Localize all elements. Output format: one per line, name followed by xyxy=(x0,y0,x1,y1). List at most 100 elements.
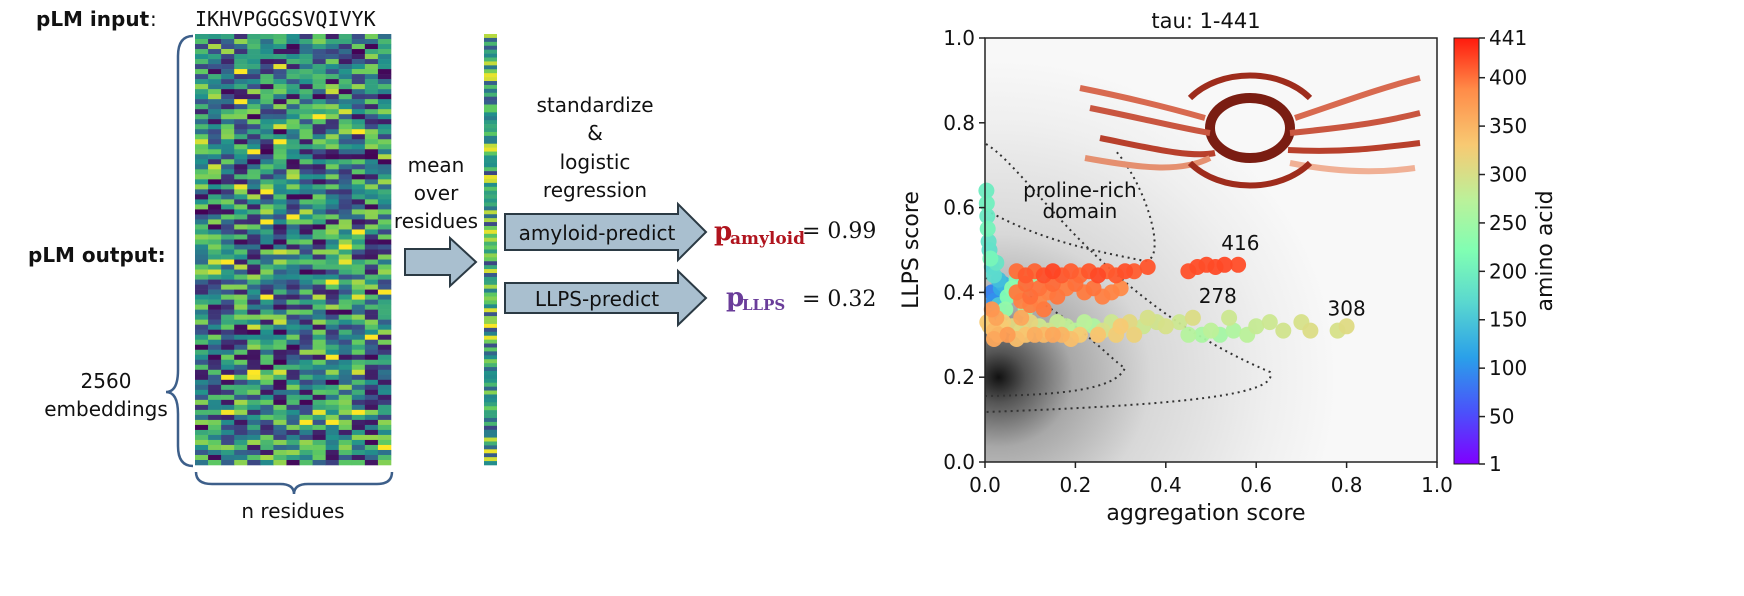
heatmap-cell xyxy=(364,309,379,315)
heatmap-cell xyxy=(364,209,379,215)
heatmap-cell xyxy=(234,214,248,220)
heatmap-cell xyxy=(273,459,287,466)
heatmap-cell xyxy=(221,409,235,416)
plm-pipeline: pLM input : IKHVPGGGSVQIVYK pLM output: … xyxy=(28,7,876,523)
heatmap-cell xyxy=(299,199,313,205)
heatmap-cell xyxy=(234,154,248,160)
mean-bar-cell xyxy=(484,261,497,266)
heatmap-cell xyxy=(286,389,300,396)
heatmap-cell xyxy=(234,329,248,335)
heatmap-cell xyxy=(338,169,353,175)
heatmap-cell xyxy=(338,89,353,95)
mean-bar-cell xyxy=(484,347,497,352)
heatmap-cell xyxy=(364,444,379,451)
heatmap-cell xyxy=(273,124,287,130)
heatmap-cell xyxy=(273,454,287,461)
heatmap-cell xyxy=(364,234,379,240)
heatmap-cell xyxy=(234,114,248,120)
heatmap-cell xyxy=(338,59,353,65)
heatmap-cell xyxy=(234,344,248,351)
mean-bar-cell xyxy=(484,206,497,211)
heatmap-cell xyxy=(208,219,222,225)
heatmap-cell xyxy=(377,184,392,190)
heatmap-cell xyxy=(247,459,261,466)
heatmap-cell xyxy=(364,359,379,366)
heatmap-cell xyxy=(364,114,379,120)
heatmap-cell xyxy=(221,34,235,40)
heatmap-cell xyxy=(377,229,392,235)
heatmap-cell xyxy=(351,219,366,225)
heatmap-cell xyxy=(247,89,261,95)
heatmap-cell xyxy=(299,79,313,85)
heatmap-cell xyxy=(312,204,326,210)
heatmap-cell xyxy=(195,149,209,155)
mean-bar-cell xyxy=(484,304,497,309)
heatmap-cell xyxy=(195,414,209,421)
heatmap-cell xyxy=(247,389,261,396)
heatmap-cell xyxy=(221,139,235,145)
heatmap-cell xyxy=(286,394,300,401)
heatmap-cell xyxy=(247,309,261,315)
heatmap-cell xyxy=(234,324,248,330)
heatmap-cell xyxy=(338,249,353,255)
heatmap-cell xyxy=(312,164,326,170)
heatmap-cell xyxy=(208,159,222,165)
chart-annotation: 278 xyxy=(1199,284,1237,308)
heatmap-cell xyxy=(325,179,340,185)
heatmap-cell xyxy=(221,149,235,155)
heatmap-cell xyxy=(312,49,326,55)
heatmap-cell xyxy=(208,79,222,85)
heatmap-cell xyxy=(299,374,313,381)
heatmap-cell xyxy=(286,364,300,371)
heatmap-cell xyxy=(260,174,274,180)
heatmap-cell xyxy=(273,324,287,330)
heatmap-cell xyxy=(351,414,366,421)
heatmap-cell xyxy=(377,294,392,300)
heatmap-cell xyxy=(299,204,313,210)
heatmap-cell xyxy=(377,109,392,115)
heatmap-cell xyxy=(351,299,366,305)
heatmap-cell xyxy=(208,74,222,80)
heatmap-cell xyxy=(325,329,340,335)
heatmap-cell xyxy=(195,249,209,255)
heatmap-cell xyxy=(247,79,261,85)
heatmap-cell xyxy=(260,109,274,115)
heatmap-cell xyxy=(247,214,261,220)
heatmap-cell xyxy=(312,314,326,320)
heatmap-cell xyxy=(364,74,379,80)
heatmap-cell xyxy=(260,229,274,235)
heatmap-cell xyxy=(377,364,392,371)
embeddings-label: embeddings xyxy=(44,397,168,421)
heatmap-cell xyxy=(286,119,300,125)
heatmap-cell xyxy=(195,334,209,341)
heatmap-cell xyxy=(286,459,300,466)
heatmap-cell xyxy=(234,164,248,170)
heatmap-cell xyxy=(364,119,379,125)
heatmap-cell xyxy=(338,354,353,361)
heatmap-cell xyxy=(364,429,379,436)
scatter-point xyxy=(1139,259,1156,275)
heatmap-cell xyxy=(338,274,353,280)
heatmap-cell xyxy=(273,364,287,371)
heatmap-cell xyxy=(312,424,326,431)
heatmap-cell xyxy=(234,339,248,346)
heatmap-cell xyxy=(312,289,326,295)
heatmap-cell xyxy=(247,319,261,325)
heatmap-cell xyxy=(338,299,353,305)
heatmap-cell xyxy=(351,184,366,190)
heatmap-cell xyxy=(273,329,287,335)
mean-bar-cell xyxy=(484,378,497,384)
heatmap-cell xyxy=(364,229,379,235)
colorbar-tick-label: 441 xyxy=(1489,26,1527,50)
heatmap-cell xyxy=(325,59,340,65)
mean-bar-cell xyxy=(484,367,497,372)
heatmap-cell xyxy=(234,199,248,205)
heatmap-cell xyxy=(247,54,261,60)
heatmap-cell xyxy=(338,39,353,45)
heatmap-cell xyxy=(221,309,235,315)
heatmap-cell xyxy=(195,349,209,356)
heatmap-cell xyxy=(325,249,340,255)
heatmap-cell xyxy=(312,439,326,446)
heatmap-cell xyxy=(325,394,340,401)
heatmap-cell xyxy=(208,459,222,466)
